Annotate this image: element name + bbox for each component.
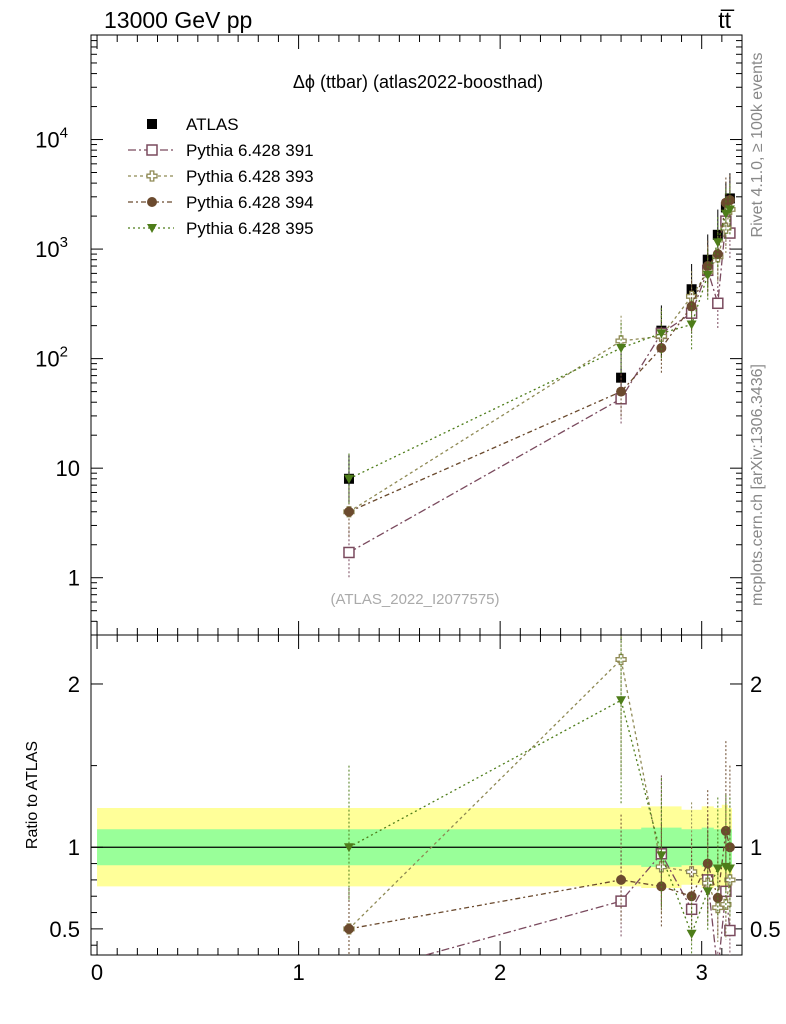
ratio-point xyxy=(720,825,731,836)
series-line xyxy=(348,220,731,554)
data-point xyxy=(720,209,731,219)
series-atlas xyxy=(343,173,735,505)
ratio-y-tick-label: 1 xyxy=(68,835,80,860)
header-left: 13000 GeV pp xyxy=(104,7,252,33)
series-line xyxy=(348,209,731,480)
data-point xyxy=(686,320,697,330)
ratio-point xyxy=(343,923,354,934)
ratio-point xyxy=(616,874,627,885)
ratio-point xyxy=(724,924,736,937)
series-pythia-6-428-393 xyxy=(343,184,736,538)
data-point xyxy=(616,386,627,397)
data-point xyxy=(712,238,723,248)
legend-entry: Pythia 6.428 393 xyxy=(128,167,314,186)
data-point xyxy=(616,344,627,354)
watermark: (ATLAS_2022_I2077575) xyxy=(330,591,499,608)
ratio-point xyxy=(656,851,667,861)
data-point xyxy=(686,301,697,312)
ratio-series-line xyxy=(348,658,731,930)
x-tick-label: 2 xyxy=(494,960,506,985)
legend-marker xyxy=(147,224,157,233)
ratio-point xyxy=(712,864,723,874)
data-point xyxy=(702,270,713,280)
ratio-ylabel: Ratio to ATLAS xyxy=(24,741,41,849)
ratio-point xyxy=(615,895,627,907)
legend-label: Pythia 6.428 394 xyxy=(186,193,314,212)
data-point xyxy=(656,329,667,339)
legend-label: ATLAS xyxy=(186,115,239,134)
chart-title: Δϕ (ttbar) (atlas2022-boosthad) xyxy=(293,72,543,92)
y-tick-label: 102 xyxy=(35,344,68,372)
legend-entry: Pythia 6.428 395 xyxy=(128,219,314,238)
ratio-point xyxy=(724,874,736,886)
x-tick-label: 0 xyxy=(91,960,103,985)
y-tick-label: 104 xyxy=(35,125,68,153)
ratio-series-line xyxy=(348,830,731,930)
data-point xyxy=(343,546,355,559)
legend-marker xyxy=(147,197,157,207)
ratio-series-pythia-6-428-395 xyxy=(343,635,735,955)
ratio-point xyxy=(616,696,627,706)
legend-entry: ATLAS xyxy=(147,115,239,134)
legend-marker xyxy=(146,170,158,182)
ratio-frame xyxy=(90,634,743,956)
x-tick-label: 3 xyxy=(696,960,708,985)
y-tick-exponent: 2 xyxy=(60,344,68,361)
data-point xyxy=(343,474,354,484)
data-point xyxy=(720,222,732,234)
legend-label: Pythia 6.428 393 xyxy=(186,167,314,186)
data-point xyxy=(343,506,354,517)
y-tick-label: 10 xyxy=(56,456,80,481)
series-line xyxy=(348,209,731,513)
series-pythia-6-428-395 xyxy=(343,184,735,505)
main-panel: 1 10 102 103 104 Δϕ (ttbar) (atlas2022-boosth… xyxy=(35,34,743,636)
x-tick-label: 1 xyxy=(292,960,304,985)
ratio-point xyxy=(615,653,627,666)
ratio-y-tick-label-right: 1 xyxy=(750,835,762,860)
ratio-point xyxy=(344,971,354,981)
y-tick-label: 103 xyxy=(35,234,68,262)
ratio-y-tick-label: 2 xyxy=(68,672,80,697)
legend-marker xyxy=(146,144,158,156)
ratio-y-tick-label-right: 2 xyxy=(750,672,762,697)
ratio-y-tick-label: 0.5 xyxy=(49,917,80,942)
side-label-rivet: Rivet 4.1.0, ≥ 100k events xyxy=(749,53,766,238)
ratio-point xyxy=(686,929,697,939)
legend-entry: Pythia 6.428 394 xyxy=(128,193,314,212)
legend-label: Pythia 6.428 391 xyxy=(186,141,314,160)
data-point xyxy=(685,290,698,303)
ratio-point xyxy=(713,966,723,976)
ratio-series-group xyxy=(343,635,736,981)
series-line xyxy=(348,199,731,513)
legend-entry: Pythia 6.428 391 xyxy=(128,141,314,160)
ratio-point xyxy=(702,887,713,897)
y-tick-exponent: 4 xyxy=(60,125,68,142)
legend-label: Pythia 6.428 395 xyxy=(186,219,314,238)
header-right: tt̅ xyxy=(718,7,734,33)
side-label-mcplots: mcplots.cern.ch [arXiv:1306.3436] xyxy=(749,364,766,606)
data-point xyxy=(656,343,667,354)
ratio-point xyxy=(343,843,354,853)
legend-marker xyxy=(147,119,157,129)
ratio-y-tick-label-right: 0.5 xyxy=(750,917,781,942)
series-pythia-6-428-394 xyxy=(343,174,735,538)
y-tick-label: 1 xyxy=(68,566,80,591)
data-point xyxy=(724,195,735,206)
ratio-panel: 0.5 0.5 1 1 2 2 0 1 2 3 Ratio to ATLAS xyxy=(24,634,781,985)
ratio-point xyxy=(712,902,724,914)
y-tick-exponent: 3 xyxy=(60,234,68,251)
data-point xyxy=(712,297,724,310)
ratio-series-line xyxy=(423,852,731,955)
ratio-point xyxy=(702,858,713,869)
ratio-point xyxy=(724,864,735,874)
data-point xyxy=(724,205,735,215)
